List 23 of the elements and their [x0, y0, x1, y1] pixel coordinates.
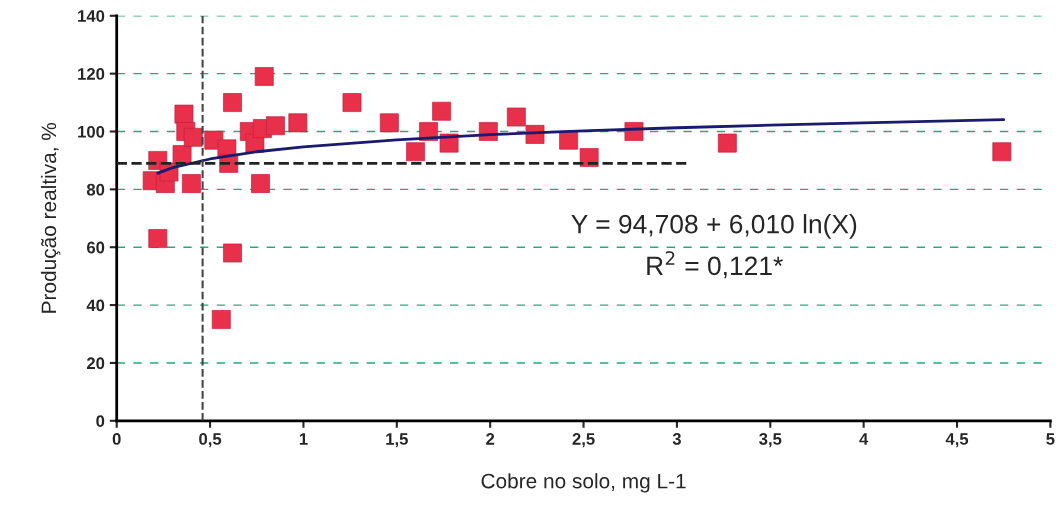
x-tick-label: 4,5 — [945, 433, 969, 448]
y-tick-label: 120 — [78, 68, 105, 80]
y-axis-title: Produção realtiva, % — [40, 122, 61, 313]
x-tick-label: 2,5 — [572, 433, 595, 448]
y-tick-label: 100 — [78, 125, 105, 138]
x-tick-label: 1,5 — [386, 433, 408, 448]
annotation: Y = 94,708 + 6,010 ln(X) — [571, 214, 857, 239]
y-tick-label: 20 — [86, 357, 105, 370]
x-tick-label: 3 — [672, 433, 681, 445]
x-tick-label: 5 — [1046, 433, 1055, 445]
annotation: R$^{2}$ = 0,121* — [647, 251, 783, 279]
y-tick-label: 40 — [86, 299, 105, 312]
y-tick-label: 60 — [86, 241, 105, 254]
x-axis-title: Cobre no solo, mg L-1 — [481, 473, 686, 493]
y-tick-label: 80 — [86, 183, 105, 196]
y-tick-label: 0 — [96, 415, 105, 427]
x-tick-label: 4 — [859, 433, 869, 445]
y-tick-label: 140 — [78, 10, 105, 22]
x-tick-label: 0,5 — [199, 433, 222, 448]
x-tick-label: 2 — [486, 433, 495, 445]
x-tick-label: 0 — [112, 433, 121, 445]
x-tick-label: 3,5 — [759, 433, 782, 448]
x-tick-label: 1 — [299, 433, 308, 445]
